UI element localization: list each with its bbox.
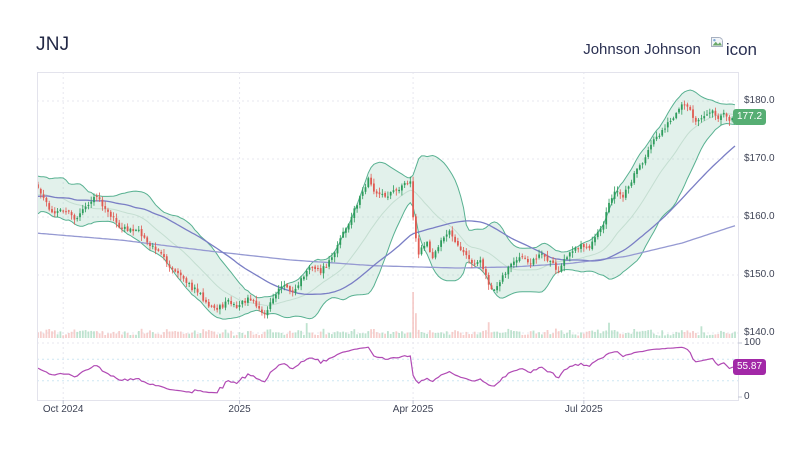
x-axis-label: 2025 bbox=[228, 404, 251, 415]
company-name: Johnson Johnson bbox=[583, 41, 701, 58]
price-axis-label: $150.0 bbox=[744, 269, 775, 280]
rsi-line bbox=[37, 346, 736, 394]
rsi-axis-label: 100 bbox=[744, 337, 761, 348]
x-axis-label: Apr 2025 bbox=[392, 404, 434, 415]
ticker-symbol: JNJ bbox=[36, 34, 70, 55]
chart-frame bbox=[37, 72, 742, 404]
x-axis-label: Oct 2024 bbox=[42, 404, 84, 415]
company-logo: icon bbox=[710, 37, 757, 60]
rsi-value-badge: 55.87 bbox=[733, 358, 767, 375]
ma50-line bbox=[37, 145, 736, 295]
moving-averages bbox=[37, 145, 736, 295]
grid-layer bbox=[37, 72, 738, 400]
candles-layer bbox=[37, 100, 736, 319]
logo-alt-text: icon bbox=[725, 40, 757, 59]
price-axis-label: $180.0 bbox=[744, 95, 775, 106]
price-axis-label: $170.0 bbox=[744, 153, 775, 164]
broken-image-icon bbox=[710, 37, 725, 47]
volume-layer bbox=[37, 292, 736, 338]
bollinger-band bbox=[37, 89, 736, 320]
company-header: Johnson Johnson icon bbox=[583, 37, 757, 60]
price-axis-label: $160.0 bbox=[744, 211, 775, 222]
price-axis-label: $140.0 bbox=[744, 327, 775, 338]
rsi-axis-label: 0 bbox=[744, 391, 750, 402]
ma200-line bbox=[37, 225, 736, 269]
last-price-badge: 177.2 bbox=[733, 109, 767, 126]
rsi-panel bbox=[37, 346, 738, 394]
x-axis-label: Jul 2025 bbox=[564, 404, 603, 415]
